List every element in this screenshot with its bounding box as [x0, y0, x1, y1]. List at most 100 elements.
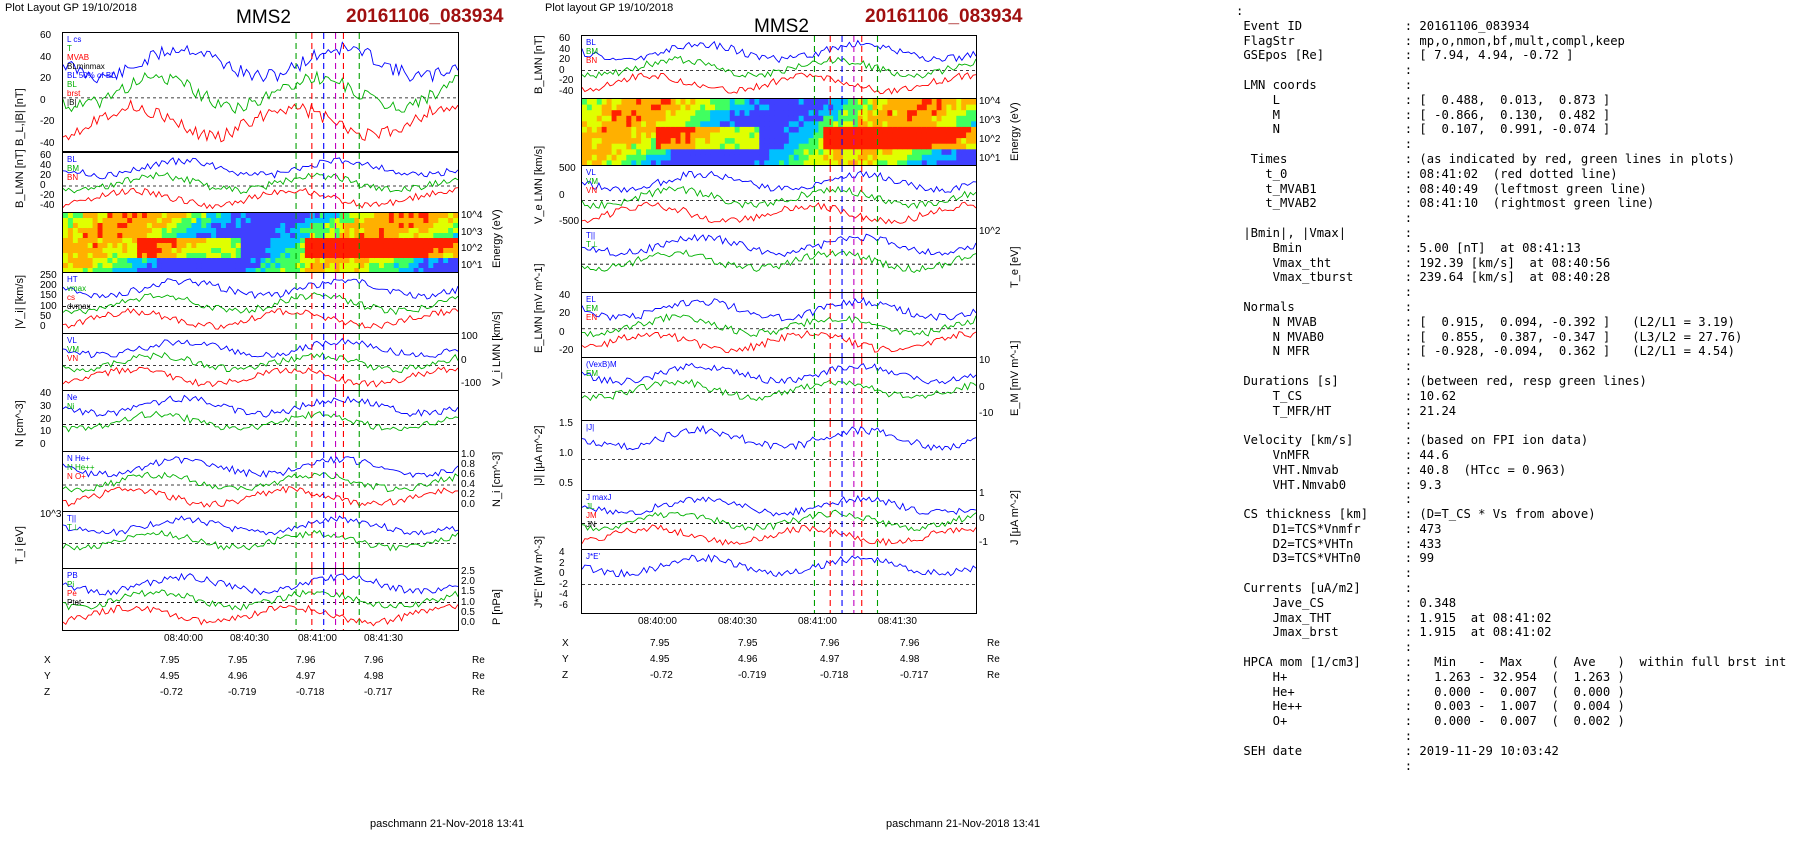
left_plot-spectrogram-cell [359, 228, 365, 234]
mid_plot-spectrogram-cell [719, 154, 726, 161]
mid_plot-spectrogram-cell [665, 126, 672, 134]
left_plot-spectrogram-cell [324, 213, 331, 219]
left_plot-spectrogram-cell [191, 248, 197, 254]
left_plot-spectrogram-cell [304, 233, 311, 239]
left_plot-spectrogram-cell [245, 213, 252, 219]
mid_plot-spectrogram-cell [838, 121, 844, 128]
mid_plot-spectrogram-cell [828, 138, 834, 145]
left_plot-spectrogram-cell [349, 248, 355, 254]
mid_plot-spectrogram-cell [779, 132, 785, 139]
left_plot-spectrogram-cell [339, 253, 345, 259]
mid_plot-spectrogram-cell [902, 99, 908, 106]
mid_plot-coord-value: -0.718 [820, 670, 849, 681]
mid_plot-spectrogram-cell [749, 99, 755, 106]
mid_plot-spectrogram-cell [651, 110, 657, 117]
left_plot-spectrogram-cell [300, 233, 306, 239]
mid_plot-coord-axis: Z [562, 670, 569, 681]
left_plot-panel-5-y-tick: 10 [40, 426, 52, 438]
mid_plot-spectrogram-cell [631, 99, 637, 106]
summary-line: HPCA mom [1/cm3] : Min - Max ( Ave ) wit… [1236, 655, 1787, 670]
mid_plot-time-tick: 08:41:30 [878, 616, 917, 627]
mid_plot-spectrogram-cell [759, 110, 765, 117]
mid_plot-spectrogram-cell [611, 99, 618, 106]
left_plot-spectrogram-cell [443, 263, 449, 269]
left_plot-spectrogram-cell [319, 243, 326, 249]
left_plot-spectrogram-cell [161, 213, 168, 219]
left_plot-spectrogram-cell [102, 253, 108, 259]
mid_plot-spectrogram-cell [621, 154, 627, 161]
mid_plot-spectrogram-cell [665, 132, 672, 139]
mid_plot-spectrogram-cell [907, 154, 913, 161]
left_plot-spectrogram-cell [151, 243, 158, 249]
mid_plot-spectrogram-cell [690, 115, 696, 122]
mid_plot-spectrogram-cell [961, 115, 967, 122]
mid_plot-spectrogram-cell [651, 99, 657, 106]
mid_plot-spectrogram-cell [912, 154, 918, 161]
mid_plot-spectrogram-cell [818, 126, 824, 134]
left_plot-spectrogram-cell [309, 263, 316, 269]
left_plot-spectrogram-cell [388, 223, 395, 229]
left_plot-panel-6-y-tick: 0.4 [461, 479, 475, 490]
mid_plot-spectrogram-cell [946, 132, 952, 139]
mid_plot-spectrogram-cell [921, 149, 928, 156]
left_plot-coord-value: -0.72 [160, 687, 183, 698]
summary-line: N MVAB : [ 0.915, 0.094, -0.392 ] (L2/L1… [1236, 314, 1735, 329]
mid_plot-spectrogram-cell [877, 104, 883, 111]
mid_plot-spectrogram-cell [966, 104, 972, 111]
left_plot-spectrogram-cell [438, 233, 444, 239]
mid_plot-spectrogram-cell [596, 154, 603, 161]
left_plot-spectrogram-cell [398, 253, 405, 259]
mid_plot-spectrogram-cell [621, 99, 627, 106]
mid_plot-spectrogram-cell [808, 110, 815, 117]
mid_plot-spectrogram-cell [926, 110, 933, 117]
left_plot-spectrogram-cell [161, 258, 168, 264]
mid_plot-spectrogram-cell [803, 138, 810, 145]
mid_plot-panel-8-y-tick: -6 [559, 600, 568, 611]
mid_plot-spectrogram-cell [793, 99, 800, 106]
mid_plot-spectrogram-cell [582, 138, 588, 145]
mid_plot-spectrogram-cell [670, 160, 677, 166]
mid_plot-spectrogram-cell [715, 115, 721, 122]
left_plot-spectrogram-cell [300, 238, 306, 244]
mid_plot-spectrogram-cell [946, 104, 952, 111]
left_plot-spectrogram-cell [359, 213, 365, 219]
left_plot-spectrogram-cell [329, 238, 336, 244]
left_plot-spectrogram-cell [201, 258, 207, 264]
left_plot-panel-8-y-tick: 2.5 [461, 566, 475, 577]
left_plot-spectrogram-cell [260, 238, 266, 244]
mid_plot-spectrogram-cell [606, 126, 613, 134]
mid_plot-panel-4-legend-item: EM [586, 304, 598, 313]
left_plot-coord-value: -0.717 [364, 687, 393, 698]
mid_plot-spectrogram-cell [715, 99, 721, 106]
mid_plot-spectrogram-cell [626, 154, 632, 161]
mid_plot-spectrogram-cell [586, 121, 593, 128]
left_plot-spectrogram-cell [374, 243, 380, 249]
left_plot-coord-value: 7.95 [228, 655, 248, 666]
mid_plot-spectrogram-cell [793, 143, 800, 150]
mid_plot-spectrogram-cell [966, 138, 972, 145]
left_plot-panel-5-y-tick: 20 [40, 413, 52, 425]
mid_plot-spectrogram-cell [606, 121, 613, 128]
left_plot-spectrogram-cell [97, 253, 104, 259]
mid_plot-panel-8-y-tick: 2 [559, 557, 565, 569]
mid_plot-panel-7-series-2 [582, 524, 976, 547]
left_plot-spectrogram-cell [314, 233, 321, 239]
mid_plot-spectrogram-cell [749, 121, 755, 128]
mid_plot-spectrogram-cell [774, 132, 780, 139]
mid_plot-spectrogram-cell [591, 143, 598, 150]
mid_plot-spectrogram-cell [744, 154, 750, 161]
mid_plot-spectrogram-cell [912, 132, 918, 139]
left_plot-spectrogram-cell [448, 263, 454, 269]
left_plot-spectrogram-cell [245, 243, 252, 249]
mid_plot-spectrogram-cell [621, 138, 627, 145]
mid_plot-spectrogram-cell [902, 104, 908, 111]
left_plot-spectrogram-cell [63, 228, 69, 234]
left_plot-spectrogram-cell [260, 218, 266, 224]
left_plot-spectrogram-cell [206, 213, 212, 219]
left_plot-spectrogram-cell [290, 218, 296, 224]
mid_plot-panel-2-series-0 [582, 170, 976, 194]
left_plot-spectrogram-cell [151, 218, 158, 224]
event-summary-text: : Event ID : 20161106_083934 FlagStr : m… [1236, 4, 1786, 773]
mid_plot-spectrogram-cell [877, 121, 883, 128]
mid_plot-spectrogram-cell [601, 104, 608, 111]
